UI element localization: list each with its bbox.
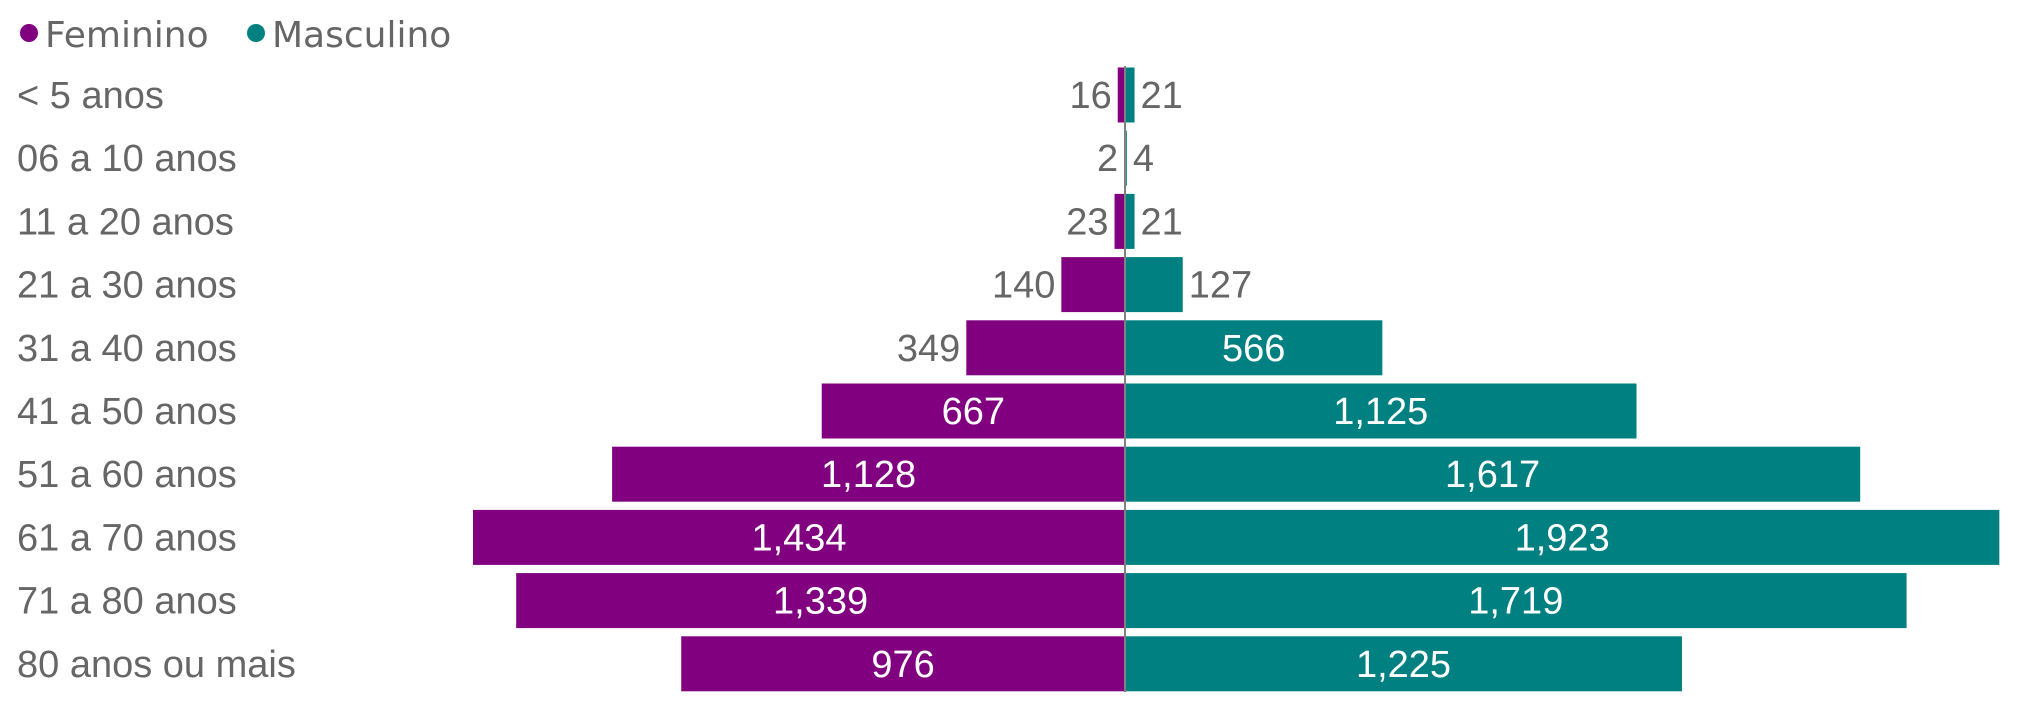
- value-label-feminino-41-a-50-anos: 667: [942, 391, 1005, 433]
- bar-feminino-21-a-30-anos[interactable]: [1061, 257, 1125, 313]
- bar-feminino-5-anos[interactable]: [1117, 67, 1125, 123]
- category-label-31-a-40-anos: 31 a 40 anos: [17, 328, 237, 370]
- legend-marker-feminino: [20, 24, 38, 42]
- bar-masculino-80-anos-ou-mais[interactable]: [1125, 636, 1682, 692]
- bar-feminino-71-a-80-anos[interactable]: [516, 573, 1125, 629]
- bar-masculino-11-a-20-anos[interactable]: [1125, 193, 1135, 249]
- value-label-feminino-31-a-40-anos: 349: [897, 328, 960, 370]
- value-label-masculino-06-a-10-anos: 4: [1133, 138, 1154, 180]
- value-label-masculino-21-a-30-anos: 127: [1189, 265, 1252, 307]
- bar-feminino-61-a-70-anos[interactable]: [473, 509, 1125, 565]
- legend-item-masculino[interactable]: Masculino: [247, 15, 451, 56]
- value-label-masculino-61-a-70-anos: 1,923: [1515, 517, 1610, 559]
- value-label-masculino-31-a-40-anos: 566: [1222, 328, 1285, 370]
- legend-label-masculino: Masculino: [272, 15, 451, 56]
- legend-item-feminino[interactable]: Feminino: [20, 15, 209, 56]
- legend-marker-masculino: [247, 24, 265, 42]
- value-label-masculino-41-a-50-anos: 1,125: [1333, 391, 1428, 433]
- category-label-80-anos-ou-mais: 80 anos ou mais: [17, 644, 296, 686]
- value-label-feminino-61-a-70-anos: 1,434: [751, 517, 846, 559]
- bar-masculino-21-a-30-anos[interactable]: [1125, 257, 1183, 313]
- category-label-11-a-20-anos: 11 a 20 anos: [17, 201, 234, 243]
- category-label-06-a-10-anos: 06 a 10 anos: [17, 138, 237, 180]
- value-label-masculino-71-a-80-anos: 1,719: [1468, 581, 1563, 623]
- bar-masculino-71-a-80-anos[interactable]: [1125, 573, 1907, 629]
- value-label-feminino-06-a-10-anos: 2: [1097, 138, 1118, 180]
- legend-label-feminino: Feminino: [45, 15, 209, 56]
- value-label-feminino-11-a-20-anos: 23: [1066, 201, 1108, 243]
- category-labels: < 5 anos 06 a 10 anos 11 a 20 anos 21 a 30 …: [17, 75, 296, 686]
- bar-masculino-31-a-40-anos[interactable]: [1125, 320, 1383, 376]
- value-label-feminino-51-a-60-anos: 1,128: [821, 454, 916, 496]
- bar-masculino-61-a-70-anos[interactable]: [1125, 509, 2000, 565]
- bar-masculino-41-a-50-anos[interactable]: [1125, 383, 1637, 439]
- bar-feminino-31-a-40-anos[interactable]: [966, 320, 1125, 376]
- bar-feminino-11-a-20-anos[interactable]: [1114, 193, 1125, 249]
- bar-masculino-51-a-60-anos[interactable]: [1125, 446, 1861, 502]
- value-label-masculino-80-anos-ou-mais: 1,225: [1356, 644, 1451, 686]
- bar-feminino-41-a-50-anos[interactable]: [821, 383, 1125, 439]
- category-label-5-anos: < 5 anos: [17, 75, 164, 117]
- category-label-51-a-60-anos: 51 a 60 anos: [17, 454, 237, 496]
- category-label-41-a-50-anos: 41 a 50 anos: [17, 391, 237, 433]
- bar-feminino-51-a-60-anos[interactable]: [612, 446, 1125, 502]
- value-labels: 16 21 2 4 23 21 140 127 349 566 667 1,125 1,128 1,617…: [751, 75, 1609, 686]
- category-label-21-a-30-anos: 21 a 30 anos: [17, 265, 237, 307]
- bar-feminino-80-anos-ou-mais[interactable]: [681, 636, 1125, 692]
- bar-masculino-5-anos[interactable]: [1125, 67, 1135, 123]
- value-label-feminino-71-a-80-anos: 1,339: [773, 581, 868, 623]
- value-label-masculino-5-anos: 21: [1141, 75, 1183, 117]
- category-label-71-a-80-anos: 71 a 80 anos: [17, 581, 237, 623]
- value-label-feminino-5-anos: 16: [1069, 75, 1111, 117]
- value-label-masculino-51-a-60-anos: 1,617: [1445, 454, 1540, 496]
- value-label-feminino-21-a-30-anos: 140: [992, 265, 1055, 307]
- category-label-61-a-70-anos: 61 a 70 anos: [17, 517, 237, 559]
- bars: [473, 67, 2000, 692]
- legend: Feminino Masculino: [20, 15, 451, 56]
- value-label-masculino-11-a-20-anos: 21: [1141, 201, 1183, 243]
- value-label-feminino-80-anos-ou-mais: 976: [871, 644, 934, 686]
